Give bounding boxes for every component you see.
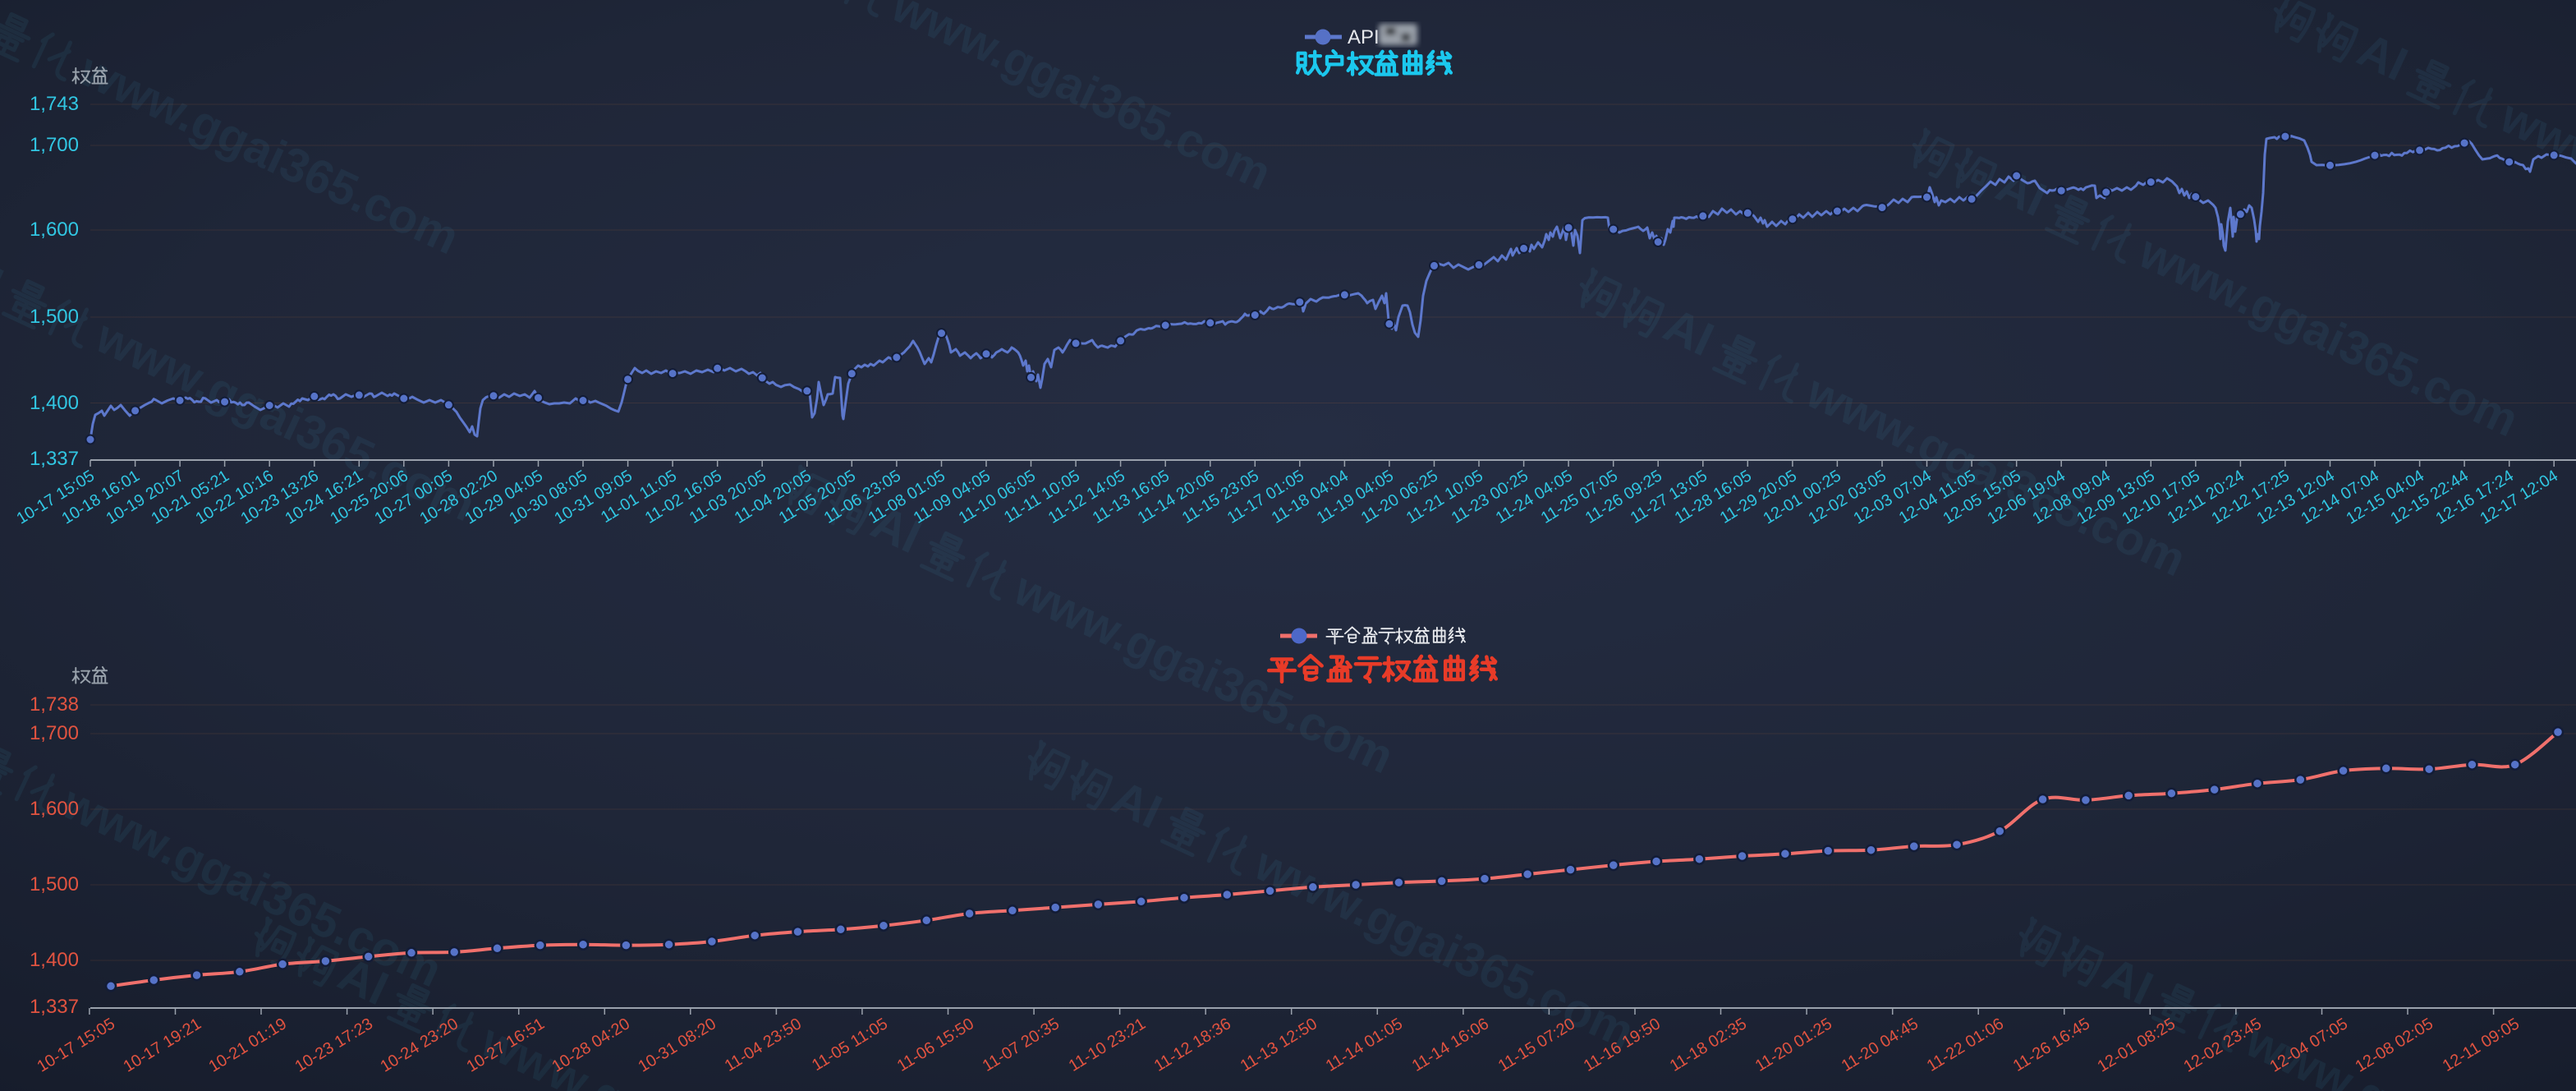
svg-text:API: API (1348, 26, 1380, 48)
svg-text:AI: AI (1104, 771, 1169, 839)
svg-text:AI: AI (2095, 947, 2160, 1015)
